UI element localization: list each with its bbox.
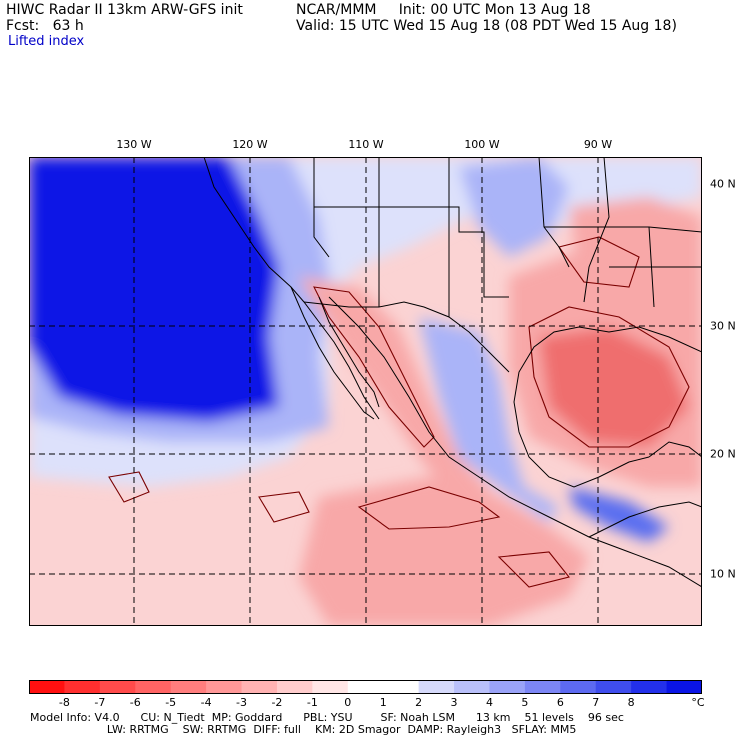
colorbar-cell	[170, 680, 207, 694]
colorbar-cell	[312, 680, 349, 694]
colorbar-tick-label: 5	[521, 696, 529, 709]
colorbar-tick-label: -8	[58, 696, 70, 709]
gulf-coast	[513, 326, 702, 488]
southern-mexico-blue	[569, 487, 669, 542]
lat-label-10n: 10 N	[710, 567, 736, 581]
header-right: NCAR/MMM Init: 00 UTC Mon 13 Aug 18 Vali…	[296, 2, 677, 34]
colorbar-unit: °C	[691, 696, 705, 709]
lon-label-130w: 130 W	[116, 138, 152, 151]
colorbar-tick-label: -4	[200, 696, 212, 709]
colorbar-tick-label: 4	[485, 696, 493, 709]
colorbar-cell	[135, 680, 172, 694]
colorbar-cell	[454, 680, 490, 694]
east-pacific-red	[299, 477, 589, 626]
colorbar-cell	[241, 680, 278, 694]
contour-pacific-mexico	[357, 486, 501, 530]
colorbar-tick-label: -3	[236, 696, 247, 709]
baja-west	[290, 286, 375, 420]
state-line-4	[314, 206, 509, 298]
southeast-us-red	[569, 197, 702, 297]
contour-small-2	[258, 491, 310, 523]
baja-east	[318, 296, 380, 408]
lifted-index-map	[29, 157, 702, 626]
central-america	[588, 501, 702, 538]
footer-line-2: LW: RRTMG SW: RRTMG DIFF: full KM: 2D Sm…	[30, 723, 577, 736]
colorbar-cell	[631, 680, 668, 694]
gulf-california-red	[299, 277, 499, 507]
colorbar-tick-label: -1	[306, 696, 318, 709]
contour-sonora	[313, 286, 435, 448]
colorbar-tick-label: 3	[450, 696, 458, 709]
lat-label-40n: 40 N	[710, 177, 736, 191]
lon-label-90w: 90 W	[583, 138, 613, 151]
colorbar-tick-label: -2	[271, 696, 283, 709]
lon-label-110w: 110 W	[348, 138, 384, 151]
lon-label-100w: 100 W	[464, 138, 500, 151]
west-coast	[203, 157, 380, 420]
colorbar-tick-label: 8	[627, 696, 635, 709]
colorbar-cell	[595, 680, 632, 694]
lat-label-20n: 20 N	[710, 447, 736, 461]
contour-small-1	[108, 471, 150, 503]
colorbar-cell	[347, 680, 384, 694]
colorbar-cell	[560, 680, 597, 694]
state-line-5	[538, 157, 570, 268]
colorbar-cell	[418, 680, 455, 694]
gulf-of-mexico-core	[539, 327, 689, 447]
colorbar-tick-label: 7	[592, 696, 600, 709]
colorbar-tick-label: -6	[129, 696, 141, 709]
header-left: HIWC Radar II 13km ARW-GFS init Fcst: 63…	[6, 2, 243, 34]
mexico-plateau-blue	[419, 317, 559, 522]
colorbar-cell	[206, 680, 243, 694]
init-time: Init: 00 UTC Mon 13 Aug 18	[398, 2, 591, 18]
colorbar-cell	[276, 680, 313, 694]
contour-southeast-us	[558, 236, 640, 288]
colorbar-tick-label: -5	[165, 696, 177, 709]
model-title: HIWC Radar II 13km ARW-GFS init	[6, 2, 243, 18]
colorbar-tick-label: 0	[344, 696, 352, 709]
organization: NCAR/MMM	[296, 2, 377, 18]
colorbar-tick-label: 2	[415, 696, 423, 709]
colorbar-tick-label: 6	[556, 696, 564, 709]
colorbar-cell	[489, 680, 526, 694]
yucatan	[648, 441, 702, 458]
lon-label-120w: 120 W	[232, 138, 268, 151]
colorbar-cell	[99, 680, 136, 694]
lifted-index-colorbar	[29, 680, 702, 694]
colorbar-cell	[666, 680, 702, 694]
coastlines	[203, 157, 702, 588]
plains-blue	[459, 157, 569, 257]
contour-gulf	[528, 306, 690, 448]
graticule	[29, 157, 702, 626]
field-shading	[29, 157, 702, 626]
colorbar-frame	[29, 680, 702, 694]
pacific-core	[29, 157, 279, 422]
mexico-west-coast	[328, 296, 702, 588]
variable-name: Lifted index	[8, 34, 85, 49]
state-line-6	[583, 157, 610, 303]
colorbar-tick-label: -7	[94, 696, 106, 709]
contour-south-pacific	[497, 551, 570, 588]
colorbar-cell	[524, 680, 561, 694]
contours	[108, 236, 690, 588]
colorbar-cell	[383, 680, 420, 694]
colorbar-cells	[29, 680, 702, 694]
us-mexico-border	[303, 301, 510, 373]
valid-time: Valid: 15 UTC Wed 15 Aug 18 (08 PDT Wed …	[296, 18, 677, 34]
lat-label-30n: 30 N	[710, 319, 736, 333]
colorbar-tick-label: 1	[379, 696, 387, 709]
colorbar-cell	[29, 680, 65, 694]
forecast-hour: Fcst: 63 h	[6, 18, 84, 34]
footer-line-1: Model Info: V4.0 CU: N_Tiedt MP: Goddard…	[30, 711, 624, 724]
map-frame	[29, 157, 702, 626]
state-line-9	[648, 226, 655, 308]
colorbar-cell	[64, 680, 101, 694]
state-line-1	[313, 157, 330, 258]
